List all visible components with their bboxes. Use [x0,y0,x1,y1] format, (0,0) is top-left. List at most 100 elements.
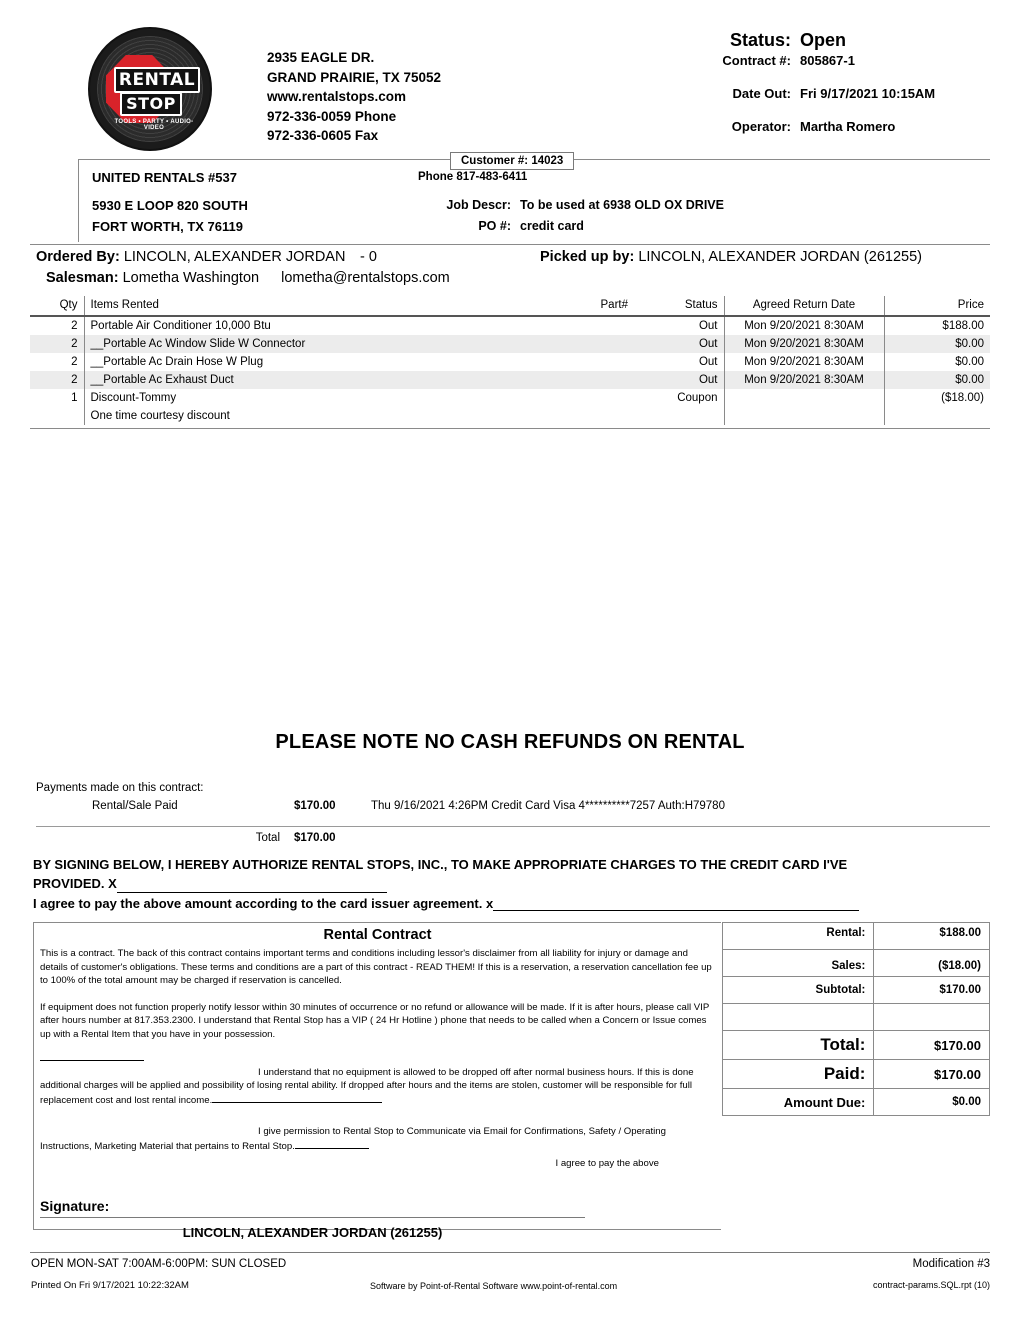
cell-price: $188.00 [942,320,984,332]
authorization-line2: PROVIDED. X [33,874,993,893]
cell-item: Portable Air Conditioner 10,000 Btu [83,316,464,335]
signature-line-card-issuer[interactable] [493,898,860,911]
ordered-by-value: LINCOLN, ALEXANDER JORDAN [123,249,346,265]
totals-row-amount-due: Amount Due: $0.00 [721,1088,990,1116]
column-header-items: Items Rented [83,296,464,317]
cell-item: __Portable Ac Drain Hose W Plug [83,353,464,371]
initial-line-afterhours[interactable] [212,1093,383,1103]
initial-line-dropoff[interactable] [40,1051,144,1061]
totals-row-paid: Paid: $170.00 [721,1059,990,1089]
cell-part [464,316,634,335]
footer-report-name: contract-params.SQL.rpt (10) [872,1280,990,1290]
cell-status: Out [634,335,725,353]
customer-name: UNITED RENTALS #537 [92,170,237,185]
po-row: PO #: credit card [420,219,584,233]
totals-label-amount-due: Amount Due: [721,1088,875,1116]
payments-title: Payments made on this contract: [36,782,204,794]
company-fax: 972-336-0605 Fax [267,128,379,143]
footer-modification-number: Modification #3 [912,1258,990,1270]
terms-heading: Rental Contract [323,927,432,943]
date-out-row: Date Out: Fri 9/17/2021 10:15AM [600,86,1000,101]
footer-store-hours: OPEN MON-SAT 7:00AM-6:00PM: SUN CLOSED [31,1258,287,1270]
spacer [600,103,1000,119]
totals-label-blank [721,1003,875,1031]
table-row: 2 Portable Air Conditioner 10,000 Btu Ou… [30,316,990,335]
contract-number-value: 805867-1 [800,53,855,68]
contract-status-block: Status: Open Contract #: 805867-1 Date O… [600,30,1000,136]
cell-part [464,389,634,407]
cell-qty: 2 [30,335,84,353]
divider [36,826,990,827]
totals-value-amount-due: $0.00 [873,1088,990,1116]
authorization-line3-text: I agree to pay the above amount accordin… [33,896,494,911]
totals-row-total: Total: $170.00 [721,1030,990,1060]
rental-contract-terms-box: Rental Contract This is a contract. The … [33,922,721,1230]
totals-value-sales: ($18.00) [873,949,990,977]
status-badge: Open [800,30,847,50]
cell-price: $0.00 [884,371,990,389]
no-refund-notice: PLEASE NOTE NO CASH REFUNDS ON RENTAL [275,731,745,753]
company-address-line1: 2935 EAGLE DR. [267,50,375,65]
payment-amount: $170.00 [294,800,336,812]
cell-qty: 2 [71,356,78,368]
authorization-section: BY SIGNING BELOW, I HEREBY AUTHORIZE REN… [33,855,993,911]
cell-spacer [724,407,885,425]
cell-status: Coupon [634,389,725,407]
salesman-row: Salesman: Lometha Washington lometha@ren… [46,270,450,286]
customer-number-value: 14023 [531,155,564,167]
logo-word-stop: STOP [126,94,176,113]
customer-phone: Phone 817-483-6411 [418,171,528,183]
cell-spacer [884,407,990,425]
cell-item: __Portable Ac Exhaust Duct [83,371,464,389]
company-address-line2: GRAND PRAIRIE, TX 75052 [267,69,442,85]
job-description-label: Job Descr: [446,198,511,212]
salesman-value: Lometha Washington [122,270,260,286]
column-header-price: Price [884,296,990,317]
totals-label-rental: Rental: [721,922,875,950]
signature-printed-name: LINCOLN, ALEXANDER JORDAN (261255) [182,1225,443,1240]
cell-status: Out [634,316,725,335]
status-label: Status: [729,30,791,50]
job-description-value: To be used at 6938 OLD OX DRIVE [520,198,724,212]
customer-number-label: Customer #: [461,155,529,167]
totals-value-blank [873,1003,990,1031]
authorization-line3: I agree to pay the above amount accordin… [33,896,993,911]
table-row: 2 __Portable Ac Exhaust Duct Out Mon 9/2… [30,371,990,389]
job-description-row: Job Descr: To be used at 6938 OLD OX DRI… [420,198,724,212]
customer-address-line1: 5930 E LOOP 820 SOUTH [92,198,248,213]
table-row: 1 Discount-Tommy Coupon ($18.00) [30,389,990,407]
customer-section: Customer #: 14023 [0,152,1020,244]
items-table: Qty Items Rented Part# Status Agreed Ret… [30,296,990,425]
cell-sub-note: One time courtesy discount [83,407,464,425]
initial-line-email-permission[interactable] [294,1139,369,1149]
salesman-email: lometha@rentalstops.com [281,270,450,286]
date-out-label: Date Out: [732,86,792,101]
totals-label-total: Total: [721,1030,875,1060]
cell-item: Discount-Tommy [83,389,464,407]
footer-divider [30,1252,990,1253]
payment-detail: Thu 9/16/2021 4:26PM Credit Card Visa 4*… [371,800,725,812]
ordered-by-label: Ordered By: [36,249,120,265]
column-header-part: Part# [464,296,634,317]
payment-label: Rental/Sale Paid [92,800,178,812]
payments-section: Payments made on this contract: Rental/S… [36,782,990,844]
customer-number-badge: Customer #: 14023 [450,152,575,170]
terms-paragraph-1: This is a contract. The back of this con… [40,948,712,986]
totals-table: Rental: $188.00 Sales: ($18.00) Subtotal… [721,922,990,1116]
table-row: 2 __Portable Ac Drain Hose W Plug Out Mo… [30,353,990,371]
operator-label: Operator: [731,119,791,134]
cell-return-date [724,389,885,407]
totals-row-blank [721,1003,990,1031]
payment-row: Rental/Sale Paid $170.00 Thu 9/16/2021 4… [36,800,990,819]
cell-return-date: Mon 9/20/2021 8:30AM [724,335,885,353]
operator-row: Operator: Martha Romero [600,119,1000,134]
payments-total-label: Total [255,832,280,844]
cell-qty: 1 [71,392,78,404]
document-header: RENTAL STOP TOOLS • PARTY • AUDIO-VIDEO … [0,0,1020,151]
status-row: Status: Open [600,30,1000,51]
signature-section: Signature: LINCOLN, ALEXANDER JORDAN (26… [40,1198,600,1240]
contract-number-label: Contract #: [722,53,791,68]
company-phone: 972-336-0059 Phone [267,108,397,124]
signature-line-credit-card[interactable] [116,880,387,893]
signature-line[interactable] [40,1217,585,1218]
